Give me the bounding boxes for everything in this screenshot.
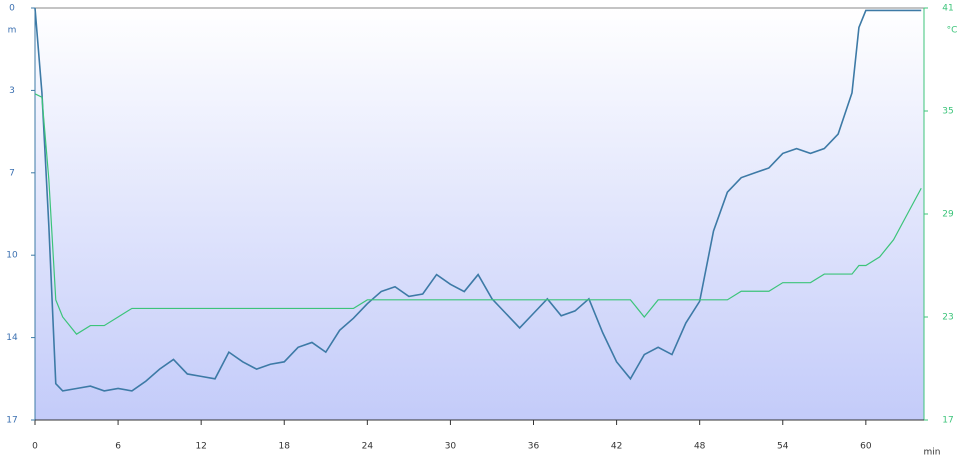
x-tick-label: 60 [860,442,872,452]
y2-tick-label: 17 [942,416,953,426]
x-tick-label: 36 [528,442,540,452]
y2-tick-label: 41 [942,4,953,14]
x-tick-label: 6 [115,442,121,452]
y2-tick-label: 35 [942,107,953,117]
x-tick-label: 18 [279,442,291,452]
y-axis-unit: m [8,26,17,36]
y-tick-label: 14 [6,333,18,343]
y-tick-label: 3 [9,86,15,96]
y-tick-label: 7 [9,168,15,178]
y-tick-label: 10 [6,251,18,261]
x-tick-label: 30 [445,442,457,452]
series-line [34,93,922,335]
x-tick-label: 12 [195,442,206,452]
y2-tick-label: 29 [942,210,954,220]
x-tick-label: 0 [32,442,38,452]
y2-tick-label: 23 [942,313,953,323]
series-line [34,7,922,392]
x-tick-label: 48 [694,442,706,452]
x-tick-label: 42 [611,442,622,452]
x-axis-unit: min [924,448,941,458]
plot-area [35,8,924,420]
x-tick-label: 24 [362,442,374,452]
y-tick-label: 17 [6,416,17,426]
y2-axis-unit: °C [947,26,958,36]
x-tick-label: 54 [777,442,789,452]
y-tick-label: 0 [9,4,15,14]
